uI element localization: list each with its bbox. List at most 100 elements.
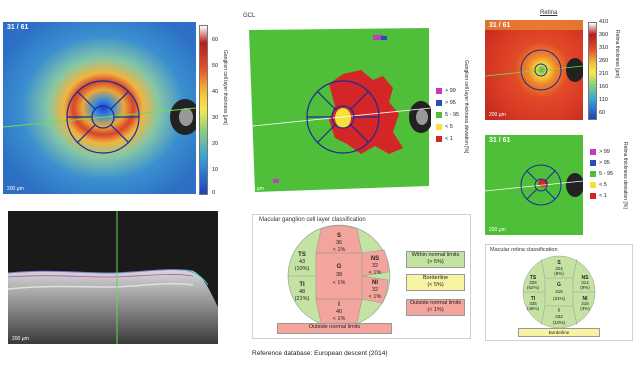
legend-swatch — [590, 182, 596, 188]
gcl-TI-name: TI — [299, 282, 305, 288]
gcl-NI-pct: < 1% — [369, 294, 382, 300]
thickness-tick: 50 — [212, 63, 218, 69]
key-outside-normal: Outside normal limits (< 1%) — [406, 299, 465, 316]
legend-item: < 1 — [590, 193, 607, 199]
retina-deviation-map[interactable]: 31 / 61 200 µm — [485, 135, 583, 235]
scale-label: 200 µm — [489, 227, 506, 233]
retina-NI-pct: (3%) — [580, 306, 590, 311]
legend-item: < 5 — [590, 182, 607, 188]
retina-tick: 60 — [599, 110, 605, 116]
key-within-label: Within normal limits — [407, 252, 464, 259]
retina-tick: 210 — [599, 71, 608, 77]
retina-result-box: Borderline — [518, 328, 600, 337]
legend-swatch — [590, 193, 596, 199]
key-borderline-label: Borderline — [407, 275, 464, 282]
gcl-I-value: 40 — [336, 309, 342, 315]
oct-bscan[interactable]: 200 µm — [8, 211, 218, 344]
retina-tick: 360 — [599, 32, 608, 38]
gcl-G-name: G — [337, 264, 342, 270]
key-within-pct: (> 5%) — [407, 259, 464, 266]
retina-S-pct: (8%) — [554, 271, 564, 276]
retina-G-value: 315 — [555, 289, 563, 294]
legend-item: 5 - 95 — [436, 112, 459, 118]
thickness-tick: 40 — [212, 89, 218, 95]
retina-header: Retina — [540, 10, 557, 16]
gcl-NI-value: 32 — [372, 287, 378, 293]
legend-swatch — [590, 160, 596, 166]
gcl-G-pct: < 1% — [333, 280, 346, 286]
legend-item: > 99 — [436, 88, 456, 94]
gcl-classification-title: Macular ganglion cell layer classificati… — [259, 217, 366, 223]
gcl-thickness-map[interactable]: 31 / 61 200 µm — [3, 22, 196, 194]
retina-TS-pct: (62%) — [527, 285, 540, 290]
gcl-S-name: S — [337, 233, 341, 239]
legend-item: < 5 — [436, 124, 453, 130]
retina-tick: 110 — [599, 97, 608, 103]
legend-swatch — [436, 124, 442, 130]
retina-I-pct: (10%) — [553, 320, 566, 325]
gcl-G-value: 38 — [336, 272, 342, 278]
gcl-I-pct: < 1% — [333, 316, 346, 322]
retina-thickness-map[interactable]: 31 / 61 200 µm — [485, 20, 583, 120]
retina-colorbar — [588, 22, 597, 120]
scale-label: 200 µm — [247, 186, 264, 192]
gcl-TS-name: TS — [298, 252, 306, 258]
gcl-header: GCL — [243, 13, 255, 19]
legend-item: 5 - 95 — [590, 171, 613, 177]
thickness-tick: 0 — [212, 190, 215, 196]
legend-item: > 99 — [590, 149, 610, 155]
retina-classification-title: Macular retina classification — [490, 247, 558, 253]
deviation-legend-label: Ganglion cell layer thickness deviation … — [463, 60, 469, 153]
retina-tick: 260 — [599, 58, 608, 64]
gcl-TS-value: 43 — [299, 259, 305, 265]
gcl-result-box: Outside normal limits — [277, 323, 392, 334]
legend-swatch — [436, 136, 442, 142]
frame-label: 31 / 61 — [489, 137, 510, 144]
retina-classification-card: Macular retina classification S 324 (8%)… — [485, 244, 633, 341]
thickness-tick: 10 — [212, 167, 218, 173]
gcl-S-value: 36 — [336, 240, 342, 246]
scale-label: 200 µm — [7, 186, 24, 192]
gcl-sector-chart: S 36 < 1% TS 43 (10%) NS 32 < 1% G 38 < … — [281, 224, 403, 336]
thickness-tick: 20 — [212, 141, 218, 147]
retina-NS-pct: (9%) — [580, 285, 590, 290]
scale-label: 200 µm — [489, 112, 506, 118]
retina-G-pct: (31%) — [553, 296, 566, 301]
legend-swatch — [590, 171, 596, 177]
thickness-colorbar — [199, 25, 208, 195]
retina-deviation-legend-label: Retina thickness deviation [%] — [622, 142, 628, 209]
gcl-NI-name: NI — [372, 280, 378, 286]
legend-swatch — [436, 100, 442, 106]
gcl-NS-value: 32 — [372, 263, 378, 269]
gcl-classification-card: Macular ganglion cell layer classificati… — [252, 214, 471, 339]
key-borderline: Borderline (< 5%) — [406, 274, 465, 291]
gcl-NS-name: NS — [371, 256, 379, 262]
gcl-TI-pct: (21%) — [295, 296, 310, 302]
frame-label: 31 / 61 — [489, 22, 510, 29]
gcl-deviation-map[interactable]: 31 / 61 200 µm — [243, 22, 431, 194]
key-outside-pct: (< 1%) — [407, 307, 464, 314]
thickness-colorbar-label: Ganglion cell layer thickness [µm] — [222, 50, 228, 125]
retina-tick: 160 — [599, 84, 608, 90]
key-within-normal: Within normal limits (> 5%) — [406, 251, 465, 268]
key-borderline-pct: (< 5%) — [407, 282, 464, 289]
gcl-TI-value: 48 — [299, 289, 305, 295]
retina-TI-pct: (48%) — [527, 306, 540, 311]
retina-I-value: 332 — [555, 314, 563, 319]
legend-swatch — [436, 112, 442, 118]
legend-item: > 95 — [590, 160, 610, 166]
scale-label: 200 µm — [12, 336, 29, 342]
legend-item: > 95 — [436, 100, 456, 106]
legend-swatch — [590, 149, 596, 155]
reference-database-label: Reference database: European descent (20… — [252, 350, 388, 357]
retina-sector-chart: S 324 (8%) TS 325 (62%) NS 314 (9%) G 31… — [509, 254, 609, 332]
frame-label: 31 / 61 — [247, 24, 268, 31]
gcl-S-pct: < 1% — [333, 247, 346, 253]
legend-item: < 1 — [436, 136, 453, 142]
thickness-tick: 30 — [212, 115, 218, 121]
gcl-NS-pct: < 1% — [369, 270, 382, 276]
key-outside-label: Outside normal limits — [407, 300, 464, 307]
retina-colorbar-label: Retina thickness [µm] — [614, 30, 620, 78]
thickness-tick: 60 — [212, 37, 218, 43]
retina-tick: 310 — [599, 45, 608, 51]
